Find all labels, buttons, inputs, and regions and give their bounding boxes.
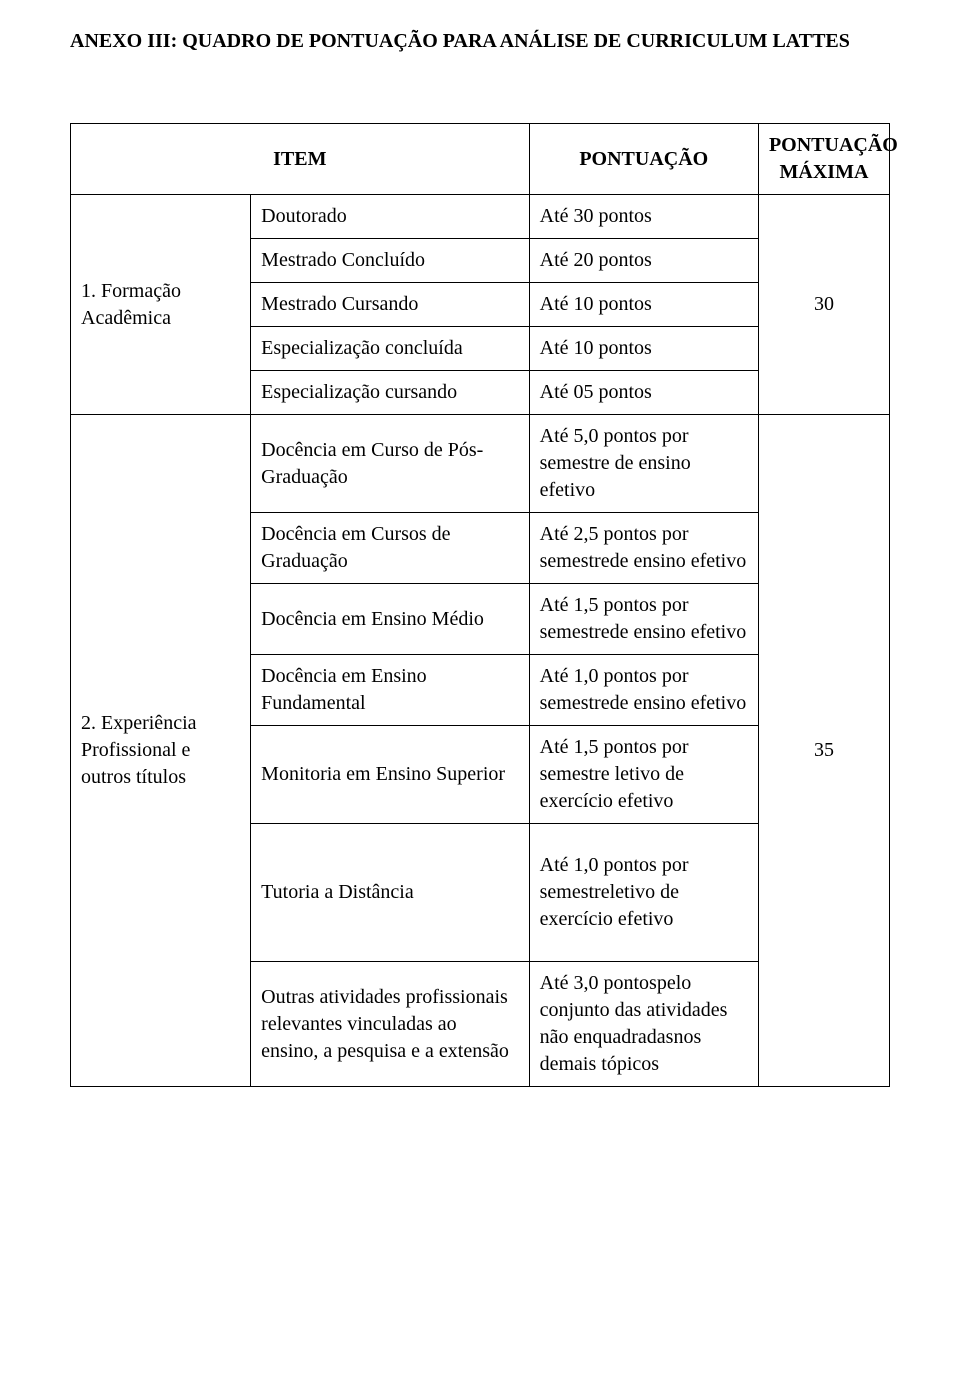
score-cell: Até 1,5 pontos por semestre letivo de ex… — [529, 726, 758, 824]
max-points-formacao: 30 — [758, 195, 889, 415]
score-cell: Até 05 pontos — [529, 371, 758, 415]
section-label-experiencia: 2. Experiência Profissional e outros tít… — [71, 415, 251, 1087]
item-cell: Especialização concluída — [251, 327, 529, 371]
item-cell: Mestrado Concluído — [251, 239, 529, 283]
score-cell: Até 5,0 pontos por semestre de ensino ef… — [529, 415, 758, 513]
score-cell: Até 1,0 pontos por semestrede ensino efe… — [529, 655, 758, 726]
max-points-experiencia: 35 — [758, 415, 889, 1087]
item-cell: Mestrado Cursando — [251, 283, 529, 327]
header-pontuacao: PONTUAÇÃO — [529, 124, 758, 195]
document-page: ANEXO III: QUADRO DE PONTUAÇÃO PARA ANÁL… — [0, 0, 960, 1127]
item-cell: Especialização cursando — [251, 371, 529, 415]
item-cell: Docência em Ensino Fundamental — [251, 655, 529, 726]
score-cell: Até 20 pontos — [529, 239, 758, 283]
item-cell: Docência em Ensino Médio — [251, 584, 529, 655]
score-cell: Até 1,0 pontos por semestreletivo de exe… — [529, 824, 758, 962]
document-title: ANEXO III: QUADRO DE PONTUAÇÃO PARA ANÁL… — [70, 30, 890, 53]
table-row: 1. Formação Acadêmica Doutorado Até 30 p… — [71, 195, 890, 239]
item-cell: Tutoria a Distância — [251, 824, 529, 962]
score-cell: Até 10 pontos — [529, 327, 758, 371]
section-label-formacao: 1. Formação Acadêmica — [71, 195, 251, 415]
score-cell: Até 30 pontos — [529, 195, 758, 239]
item-cell: Docência em Curso de Pós-Graduação — [251, 415, 529, 513]
score-cell: Até 1,5 pontos por semestrede ensino efe… — [529, 584, 758, 655]
table-row: 2. Experiência Profissional e outros tít… — [71, 415, 890, 513]
scoring-table: ITEM PONTUAÇÃO PONTUAÇÃO MÁXIMA 1. Forma… — [70, 123, 890, 1087]
score-cell: Até 10 pontos — [529, 283, 758, 327]
item-cell: Monitoria em Ensino Superior — [251, 726, 529, 824]
header-item: ITEM — [71, 124, 530, 195]
score-cell: Até 3,0 pontospelo conjunto das atividad… — [529, 962, 758, 1087]
item-cell: Docência em Cursos de Graduação — [251, 513, 529, 584]
item-cell: Outras atividades profissionais relevant… — [251, 962, 529, 1087]
item-cell: Doutorado — [251, 195, 529, 239]
header-pontuacao-maxima: PONTUAÇÃO MÁXIMA — [758, 124, 889, 195]
table-header-row: ITEM PONTUAÇÃO PONTUAÇÃO MÁXIMA — [71, 124, 890, 195]
score-cell: Até 2,5 pontos por semestrede ensino efe… — [529, 513, 758, 584]
